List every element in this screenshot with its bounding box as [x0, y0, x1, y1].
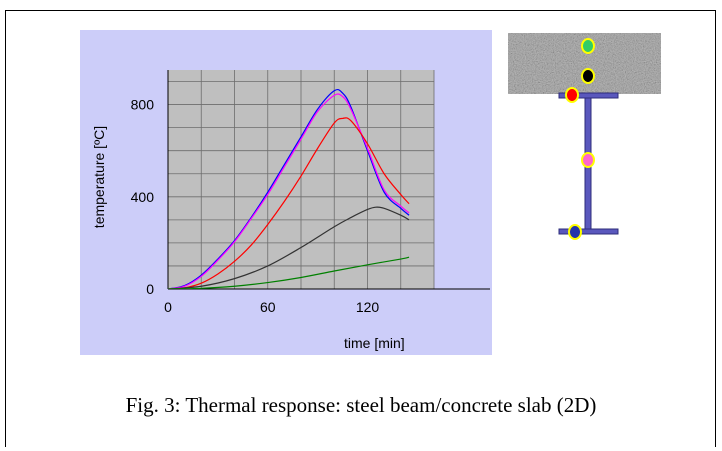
- y-axis-title: temperature [ºC]: [91, 126, 107, 228]
- x-tick-label: 0: [164, 299, 172, 315]
- marker-slab-middle: [581, 38, 595, 54]
- marker-web: [581, 152, 595, 168]
- marker-slab-bottom: [581, 68, 595, 84]
- marker-top-flange: [565, 87, 579, 103]
- series-line-slab-bottom: [168, 206, 410, 289]
- chart-panel: 0 60 120 0 400 800 time [min] temperature [ºC…: [80, 30, 492, 355]
- x-tick-label: 60: [260, 299, 276, 315]
- series-line-slab-middle: [168, 256, 410, 289]
- series-line-top-flange: [168, 117, 410, 289]
- figure-caption: Fig. 3: Thermal response: steel beam/con…: [125, 393, 597, 417]
- series-line-web: [168, 93, 410, 289]
- marker-bottom-flange: [568, 224, 582, 240]
- temperature-chart: 0 60 120 0 400 800 time [min] temperature [ºC…: [91, 70, 490, 351]
- section-markers: [565, 38, 595, 240]
- series-group: [168, 88, 410, 289]
- series-line-bottom-flange: [168, 88, 410, 289]
- cross-section-diagram: [508, 33, 661, 240]
- tick-labels: 0 60 120 0 400 800: [131, 97, 380, 315]
- y-tick-label: 0: [146, 281, 154, 297]
- y-tick-label: 400: [131, 189, 155, 205]
- y-tick-label: 800: [131, 97, 155, 113]
- grid: [168, 70, 435, 289]
- x-tick-label: 120: [356, 299, 380, 315]
- axes: [167, 70, 490, 290]
- steel-bottom-flange: [558, 228, 619, 235]
- x-axis-title: time [min]: [344, 335, 405, 351]
